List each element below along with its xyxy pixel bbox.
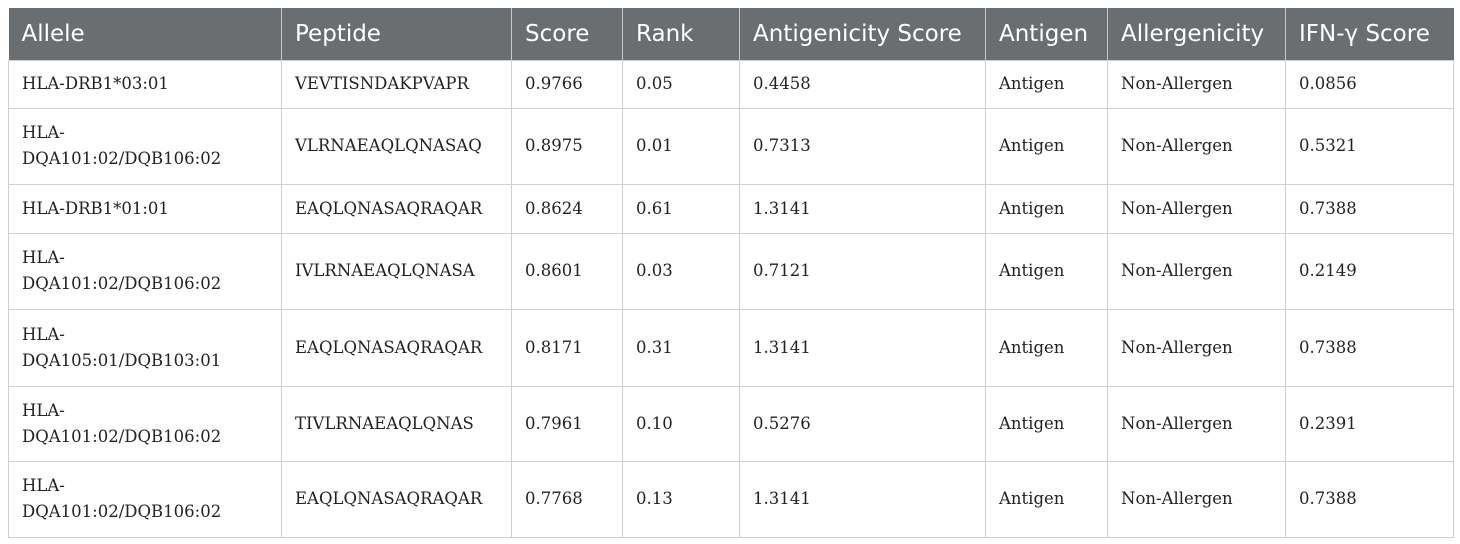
score-cell: 0.8171 [511, 308, 623, 387]
allele-cell: HLA- DQA101:02/DQB106:02 [8, 460, 282, 538]
allele-text: HLA- DQA101:02/DQB106:02 [22, 248, 222, 293]
column-header-allele: Allele [21, 20, 85, 47]
antigen-cell: Antigen [985, 59, 1108, 109]
peptide-cell: EAQLQNASAQRAQAR [281, 308, 512, 387]
score-cell: 0.8624 [511, 183, 623, 234]
antigenicity-score-cell: 1.3141 [739, 183, 986, 234]
header-row: Allele Peptide Score Rank Antigenicity S… [8, 8, 1454, 60]
peptide-cell: VLRNAEAQLQNASAQ [281, 107, 512, 185]
allergenicity-cell: Non-Allergen [1107, 308, 1286, 387]
rank-cell: 0.31 [622, 308, 740, 387]
score-cell: 0.7768 [511, 460, 623, 538]
allergenicity-cell: Non-Allergen [1107, 385, 1286, 462]
column-header-allergenicity: Allergenicity [1107, 8, 1286, 60]
antigenicity-score-cell: 0.5276 [739, 385, 986, 462]
allergenicity-cell: Non-Allergen [1107, 460, 1286, 538]
score-cell: 0.7961 [511, 385, 623, 462]
column-header-peptide: Peptide [281, 8, 512, 60]
peptide-cell: IVLRNAEAQLQNASA [281, 232, 512, 310]
allele-cell: HLA-DRB1*01:01 [8, 183, 282, 234]
peptide-cell: EAQLQNASAQRAQAR [281, 183, 512, 234]
rank-cell: 0.13 [622, 460, 740, 538]
allele-text: HLA- DQA101:02/DQB106:02 [22, 123, 222, 168]
allergenicity-cell: Non-Allergen [1107, 59, 1286, 109]
allele-cell: HLA- DQA105:01/DQB103:01 [8, 308, 282, 387]
allele-cell: HLA- DQA101:02/DQB106:02 [8, 385, 282, 462]
rank-cell: 0.10 [622, 385, 740, 462]
column-header-antigenicity-score: Antigenicity Score [739, 8, 986, 60]
score-cell: 0.9766 [511, 59, 623, 109]
ifn-gamma-score-cell: 0.5321 [1285, 107, 1454, 185]
results-table: Allele Peptide Score Rank Antigenicity S… [8, 8, 1454, 538]
column-header-antigen: Antigen [985, 8, 1108, 60]
rank-cell: 0.05 [622, 59, 740, 109]
score-cell: 0.8601 [511, 232, 623, 310]
allergenicity-cell: Non-Allergen [1107, 107, 1286, 185]
table-row: HLA-DRB1*03:01 VEVTISNDAKPVAPR 0.9766 0.… [8, 59, 1454, 109]
table-row: HLA-DRB1*01:01 EAQLQNASAQRAQAR 0.8624 0.… [8, 183, 1454, 234]
allele-cell: HLA- DQA101:02/DQB106:02 [8, 107, 282, 185]
rank-cell: 0.01 [622, 107, 740, 185]
column-header-score: Score [511, 8, 623, 60]
table-body: HLA-DRB1*03:01 VEVTISNDAKPVAPR 0.9766 0.… [8, 59, 1454, 538]
antigen-cell: Antigen [985, 385, 1108, 462]
column-header-rank: Rank [622, 8, 740, 60]
allele-text: HLA- DQA105:01/DQB103:01 [22, 324, 222, 370]
allele-cell: HLA-DRB1*03:01 [8, 59, 282, 109]
table-row: HLA- DQA101:02/DQB106:02 VLRNAEAQLQNASAQ … [8, 107, 1454, 185]
table-row: HLA- DQA105:01/DQB103:01 EAQLQNASAQRAQAR … [8, 308, 1454, 387]
table-row: HLA- DQA101:02/DQB106:02 EAQLQNASAQRAQAR … [8, 460, 1454, 538]
antigenicity-score-cell: 1.3141 [739, 308, 986, 387]
ifn-gamma-score-cell: 0.7388 [1285, 183, 1454, 234]
score-cell: 0.8975 [511, 107, 623, 185]
peptide-cell: VEVTISNDAKPVAPR [281, 59, 512, 109]
ifn-gamma-score-cell: 0.7388 [1285, 460, 1454, 538]
ifn-gamma-score-cell: 0.7388 [1285, 308, 1454, 387]
ifn-gamma-score-cell: 0.0856 [1285, 59, 1454, 109]
antigen-cell: Antigen [985, 232, 1108, 310]
ifn-gamma-score-cell: 0.2149 [1285, 232, 1454, 310]
antigen-cell: Antigen [985, 107, 1108, 185]
antigenicity-score-cell: 1.3141 [739, 460, 986, 538]
antigen-cell: Antigen [985, 183, 1108, 234]
rank-cell: 0.03 [622, 232, 740, 310]
allele-cell: HLA- DQA101:02/DQB106:02 [8, 232, 282, 310]
antigen-cell: Antigen [985, 460, 1108, 538]
allele-text: HLA- DQA101:02/DQB106:02 [22, 476, 222, 521]
antigenicity-score-cell: 0.4458 [739, 59, 986, 109]
table-row: HLA- DQA101:02/DQB106:02 IVLRNAEAQLQNASA … [8, 232, 1454, 310]
antigenicity-score-cell: 0.7121 [739, 232, 986, 310]
allergenicity-cell: Non-Allergen [1107, 232, 1286, 310]
column-header-ifn-gamma-score: IFN-γ Score [1285, 8, 1454, 60]
table-row: HLA- DQA101:02/DQB106:02 TIVLRNAEAQLQNAS … [8, 385, 1454, 462]
allergenicity-cell: Non-Allergen [1107, 183, 1286, 234]
peptide-cell: TIVLRNAEAQLQNAS [281, 385, 512, 462]
allele-text: HLA- DQA101:02/DQB106:02 [22, 400, 222, 446]
antigenicity-score-cell: 0.7313 [739, 107, 986, 185]
ifn-gamma-score-cell: 0.2391 [1285, 385, 1454, 462]
peptide-cell: EAQLQNASAQRAQAR [281, 460, 512, 538]
rank-cell: 0.61 [622, 183, 740, 234]
antigen-cell: Antigen [985, 308, 1108, 387]
table-header: Allele Peptide Score Rank Antigenicity S… [8, 8, 1454, 60]
